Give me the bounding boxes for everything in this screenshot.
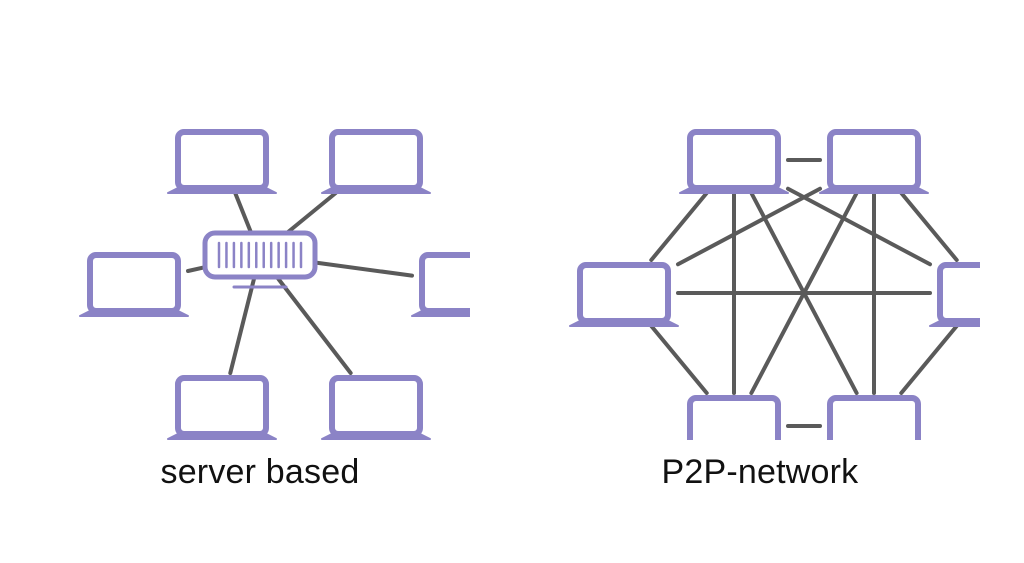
laptop-icon [168,132,276,193]
server-based-label: server based [161,453,360,492]
laptop-icon [80,255,188,316]
network-edge [235,193,251,233]
laptop-icon [820,398,928,440]
edges-layer [188,193,412,373]
laptop-icon [930,265,980,326]
nodes-layer [80,132,470,439]
p2p-network-label: P2P-network [662,453,859,492]
laptop-icon [412,255,470,316]
network-edge [230,277,254,373]
network-edge [901,193,956,260]
network-edge [901,326,956,393]
network-edge [188,267,205,271]
laptop-icon [322,132,430,193]
nodes-layer [570,132,980,440]
laptop-icon [680,398,788,440]
laptop-icon [820,132,928,193]
server-based-diagram [50,70,470,440]
network-edge [651,193,706,260]
edges-layer [651,160,956,426]
network-edge [287,193,336,233]
laptop-icon [322,378,430,439]
laptop-icon [570,265,678,326]
laptop-icon [680,132,788,193]
network-edge [651,326,706,393]
network-edge [315,262,412,275]
server-icon [205,233,315,287]
network-edge [277,277,351,373]
diagram-canvas: server based P2P-network [0,0,1024,563]
p2p-network-diagram [540,70,980,440]
laptop-icon [168,378,276,439]
